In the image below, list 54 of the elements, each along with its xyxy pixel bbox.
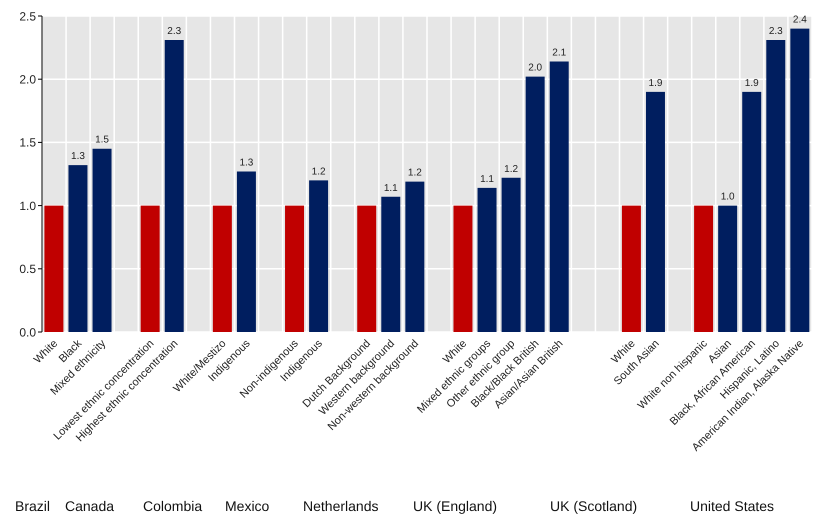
data-label: 1.5 (95, 134, 110, 146)
bar (285, 206, 304, 332)
bar (357, 206, 376, 332)
data-label: 1.3 (71, 151, 86, 162)
data-label: 1.9 (744, 78, 760, 89)
bar (742, 92, 762, 332)
text: Colombia (143, 498, 202, 514)
bar (44, 206, 64, 332)
y-tick-label: 0.0 (19, 325, 36, 340)
bar (526, 76, 545, 332)
bar (92, 148, 112, 332)
data-label: 1.2 (312, 166, 326, 178)
data-label: 1.2 (504, 164, 518, 175)
text: Netherlands (303, 498, 378, 514)
bar (694, 206, 714, 332)
bar (550, 62, 569, 332)
data-label: 1.0 (720, 192, 736, 203)
data-label: 1.3 (239, 157, 254, 168)
text: UK (England) (413, 498, 498, 514)
data-label: 1.9 (648, 78, 663, 89)
text: UK (Scotland) (550, 498, 638, 514)
bar (766, 40, 786, 332)
data-label: 1.2 (408, 168, 422, 179)
data-label: 1.1 (480, 174, 494, 185)
text: Canada (65, 498, 114, 514)
y-tick-label: 2.5 (19, 9, 36, 24)
text: Brazil (15, 498, 50, 514)
bar (646, 92, 665, 332)
bar (622, 206, 641, 332)
bar (453, 206, 472, 332)
data-label: 2.4 (792, 14, 808, 26)
bar (478, 188, 497, 332)
text: United States (690, 498, 774, 514)
bar (381, 196, 400, 332)
y-tick-label: 1.0 (19, 198, 36, 213)
y-tick-label: 0.5 (19, 262, 36, 276)
data-label: 1.1 (384, 182, 398, 194)
data-label: 2.3 (167, 26, 182, 38)
data-label: 2.1 (552, 48, 567, 59)
bar (164, 40, 184, 332)
bar (212, 206, 232, 332)
data-label: 2.3 (768, 26, 784, 38)
bar (140, 206, 160, 332)
y-tick-label: 1.5 (19, 136, 36, 150)
bar (309, 180, 328, 332)
bar (236, 171, 256, 332)
bar (790, 28, 810, 332)
bar (502, 178, 521, 332)
bar (405, 182, 424, 332)
data-label: 2.0 (528, 62, 543, 74)
bar (68, 165, 88, 332)
bar (718, 206, 738, 332)
text: Mexico (225, 498, 270, 514)
y-tick-label: 2.0 (19, 72, 36, 86)
